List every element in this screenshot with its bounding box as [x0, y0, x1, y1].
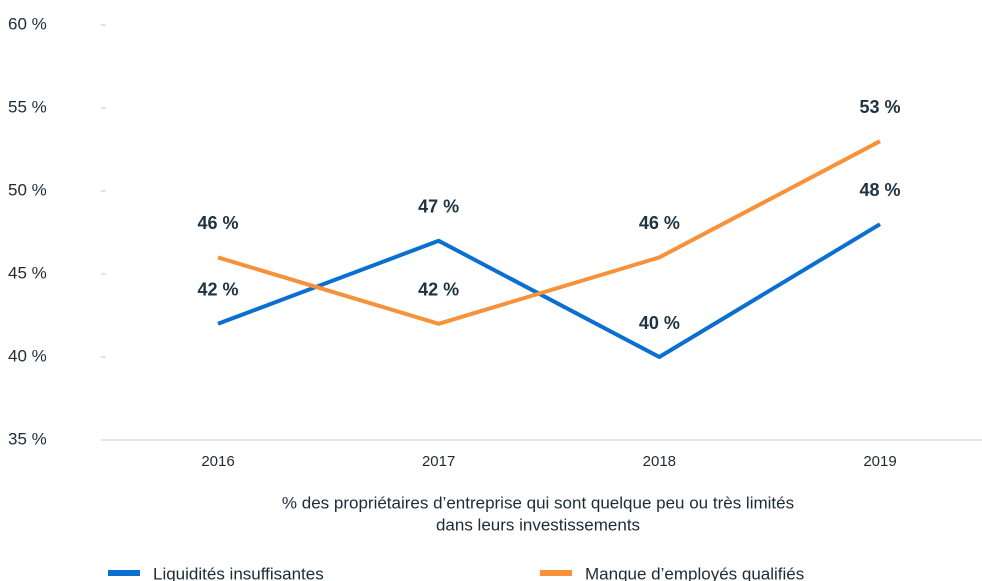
data-label: 40 % [639, 313, 680, 333]
legend-label: Manque d’employés qualifiés [585, 564, 804, 581]
x-axis-label: % des propriétaires d’entreprise qui son… [282, 493, 794, 512]
x-axis-label: dans leurs investissements [436, 515, 640, 534]
y-tick-label: 50 % [8, 180, 47, 199]
data-label: 47 % [418, 197, 459, 217]
y-tick-label: 35 % [8, 429, 47, 448]
data-label: 48 % [859, 180, 900, 200]
data-label: 42 % [418, 280, 459, 300]
line [217, 222, 882, 359]
y-tick-label: 45 % [8, 263, 47, 282]
data-label: 53 % [859, 97, 900, 117]
line [217, 139, 881, 326]
data-label: 46 % [197, 213, 238, 233]
y-tick-label: 40 % [8, 346, 47, 365]
y-tick-label: 60 % [8, 14, 47, 33]
data-label: 46 % [639, 213, 680, 233]
data-label: 42 % [197, 280, 238, 300]
x-tick-label: 2017 [422, 453, 455, 470]
x-tick-label: 2016 [201, 453, 234, 470]
x-tick-label: 2019 [863, 453, 896, 470]
x-tick-label: 2018 [643, 453, 676, 470]
y-tick-label: 55 % [8, 97, 47, 116]
legend-label: Liquidités insuffisantes [153, 564, 324, 581]
